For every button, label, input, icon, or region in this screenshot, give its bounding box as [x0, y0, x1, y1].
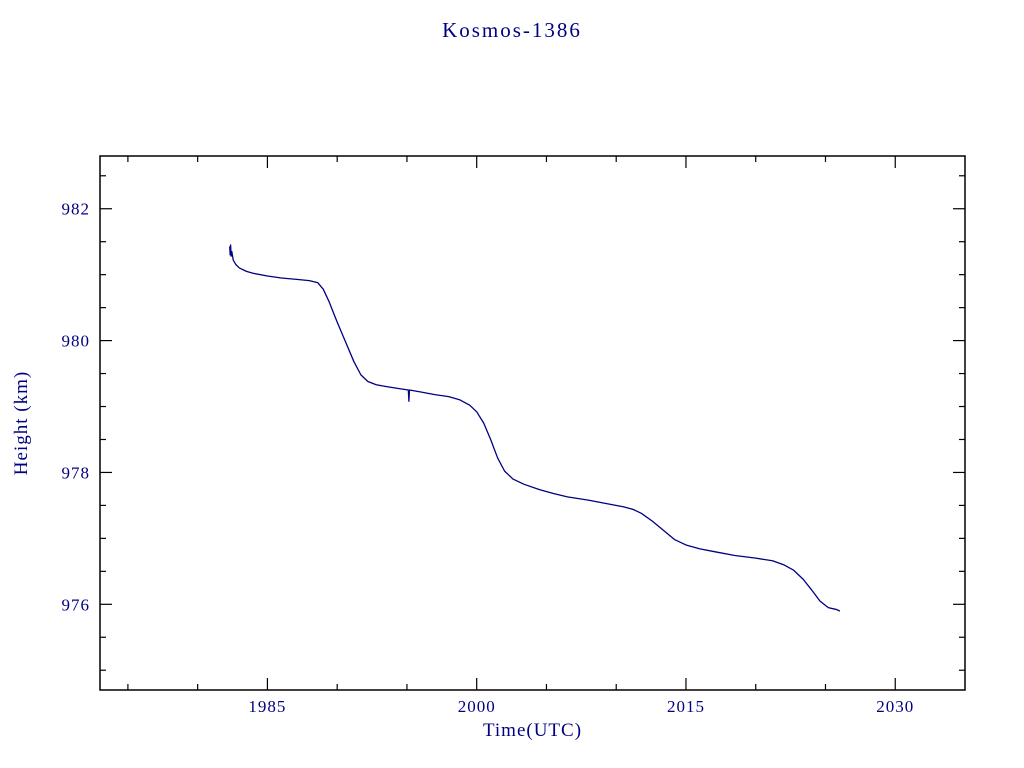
y-tick-label: 978 — [62, 463, 91, 482]
y-tick-label: 982 — [62, 200, 91, 219]
chart-title: Kosmos-1386 — [442, 18, 582, 42]
x-tick-label: 1985 — [248, 697, 286, 716]
y-tick-label: 976 — [62, 595, 91, 614]
x-tick-label: 2000 — [458, 697, 496, 716]
y-tick-label: 980 — [62, 332, 91, 351]
x-axis-label: Time(UTC) — [482, 720, 583, 741]
x-tick-label: 2030 — [876, 697, 914, 716]
data-series-line — [229, 244, 841, 612]
x-tick-label: 2015 — [667, 697, 705, 716]
plot-frame — [99, 155, 966, 691]
